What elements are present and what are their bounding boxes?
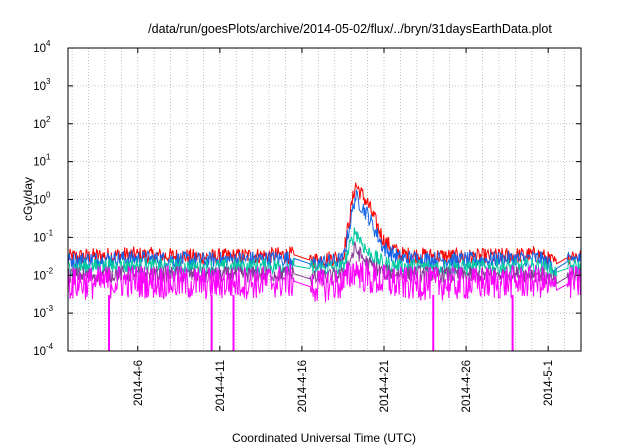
series-layer (67, 182, 581, 351)
plot-frame (67, 47, 582, 352)
grid (68, 47, 581, 352)
y-tick-exponent: 4 (46, 39, 51, 48)
x-tick-label: 2014-4-26 (461, 360, 473, 412)
y-tick-label: 10 (33, 232, 46, 244)
y-tick-label: 10 (33, 346, 46, 358)
series-line (67, 182, 581, 269)
x-axis-label: Coordinated Universal Time (UTC) (232, 431, 416, 445)
y-tick-label: 10 (33, 43, 46, 55)
y-tick-exponent: -4 (46, 342, 54, 351)
x-tick-label: 2014-4-6 (133, 360, 145, 406)
y-tick-label: 10 (33, 308, 46, 320)
y-tick-exponent: -2 (46, 266, 54, 275)
y-tick-exponent: -1 (46, 228, 54, 237)
x-axis: 2014-4-6 2014-4-11 2014-4-16 2014-4-21 2014-… (133, 48, 555, 412)
chart-title: /data/run/goesPlots/archive/2014-05-02/f… (148, 22, 552, 36)
series-line (67, 188, 581, 275)
y-tick-label: 10 (33, 157, 46, 169)
series-line (67, 260, 581, 303)
x-tick-label: 2014-5-1 (543, 360, 555, 406)
y-tick-exponent: -3 (46, 304, 54, 313)
y-tick-exponent: 3 (46, 77, 51, 86)
y-tick-exponent: 1 (46, 153, 51, 162)
y-tick-exponent: 0 (46, 191, 51, 200)
y-tick-label: 10 (33, 119, 46, 131)
y-tick-label: 10 (33, 81, 46, 93)
x-tick-label: 2014-4-11 (215, 360, 227, 412)
y-tick-exponent: 2 (46, 115, 51, 124)
y-axis-label: cGy/day (21, 177, 35, 221)
y-tick-label: 10 (33, 195, 46, 207)
x-tick-label: 2014-4-16 (297, 360, 309, 412)
y-tick-label: 10 (33, 270, 46, 282)
x-tick-label: 2014-4-21 (379, 360, 391, 412)
